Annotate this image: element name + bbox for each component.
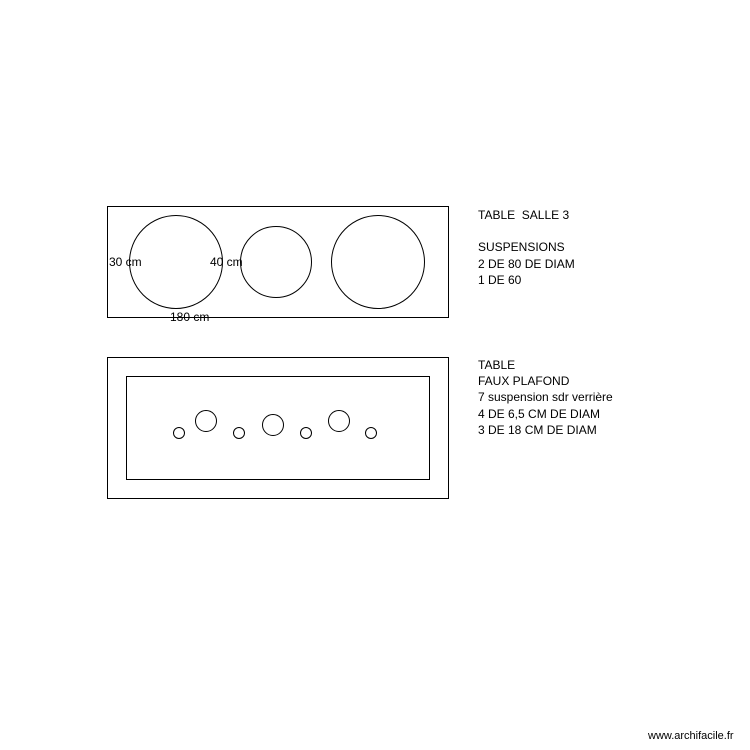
diagram2-circle-4: [262, 414, 284, 436]
diagram2-circle-1: [173, 427, 185, 439]
dim-label-40cm: 40 cm: [210, 254, 243, 270]
diagram2-circle-7: [365, 427, 377, 439]
diagram2-circle-5: [300, 427, 312, 439]
dim-label-180cm: 180 cm: [170, 309, 209, 325]
diagram2-caption: TABLE FAUX PLAFOND 7 suspension sdr verr…: [478, 357, 613, 438]
diagram1-circle-1: [129, 215, 223, 309]
diagram1-caption: TABLE SALLE 3 SUSPENSIONS 2 DE 80 DE DIA…: [478, 207, 575, 288]
footer-link[interactable]: www.archifacile.fr: [648, 730, 734, 742]
diagram2-circle-2: [195, 410, 217, 432]
diagram1-circle-3: [331, 215, 425, 309]
canvas: 30 cm 40 cm 180 cm TABLE SALLE 3 SUSPENS…: [0, 0, 750, 750]
dim-label-30cm: 30 cm: [109, 254, 142, 270]
diagram2-circle-6: [328, 410, 350, 432]
diagram1-circle-2: [240, 226, 312, 298]
diagram2-circle-3: [233, 427, 245, 439]
